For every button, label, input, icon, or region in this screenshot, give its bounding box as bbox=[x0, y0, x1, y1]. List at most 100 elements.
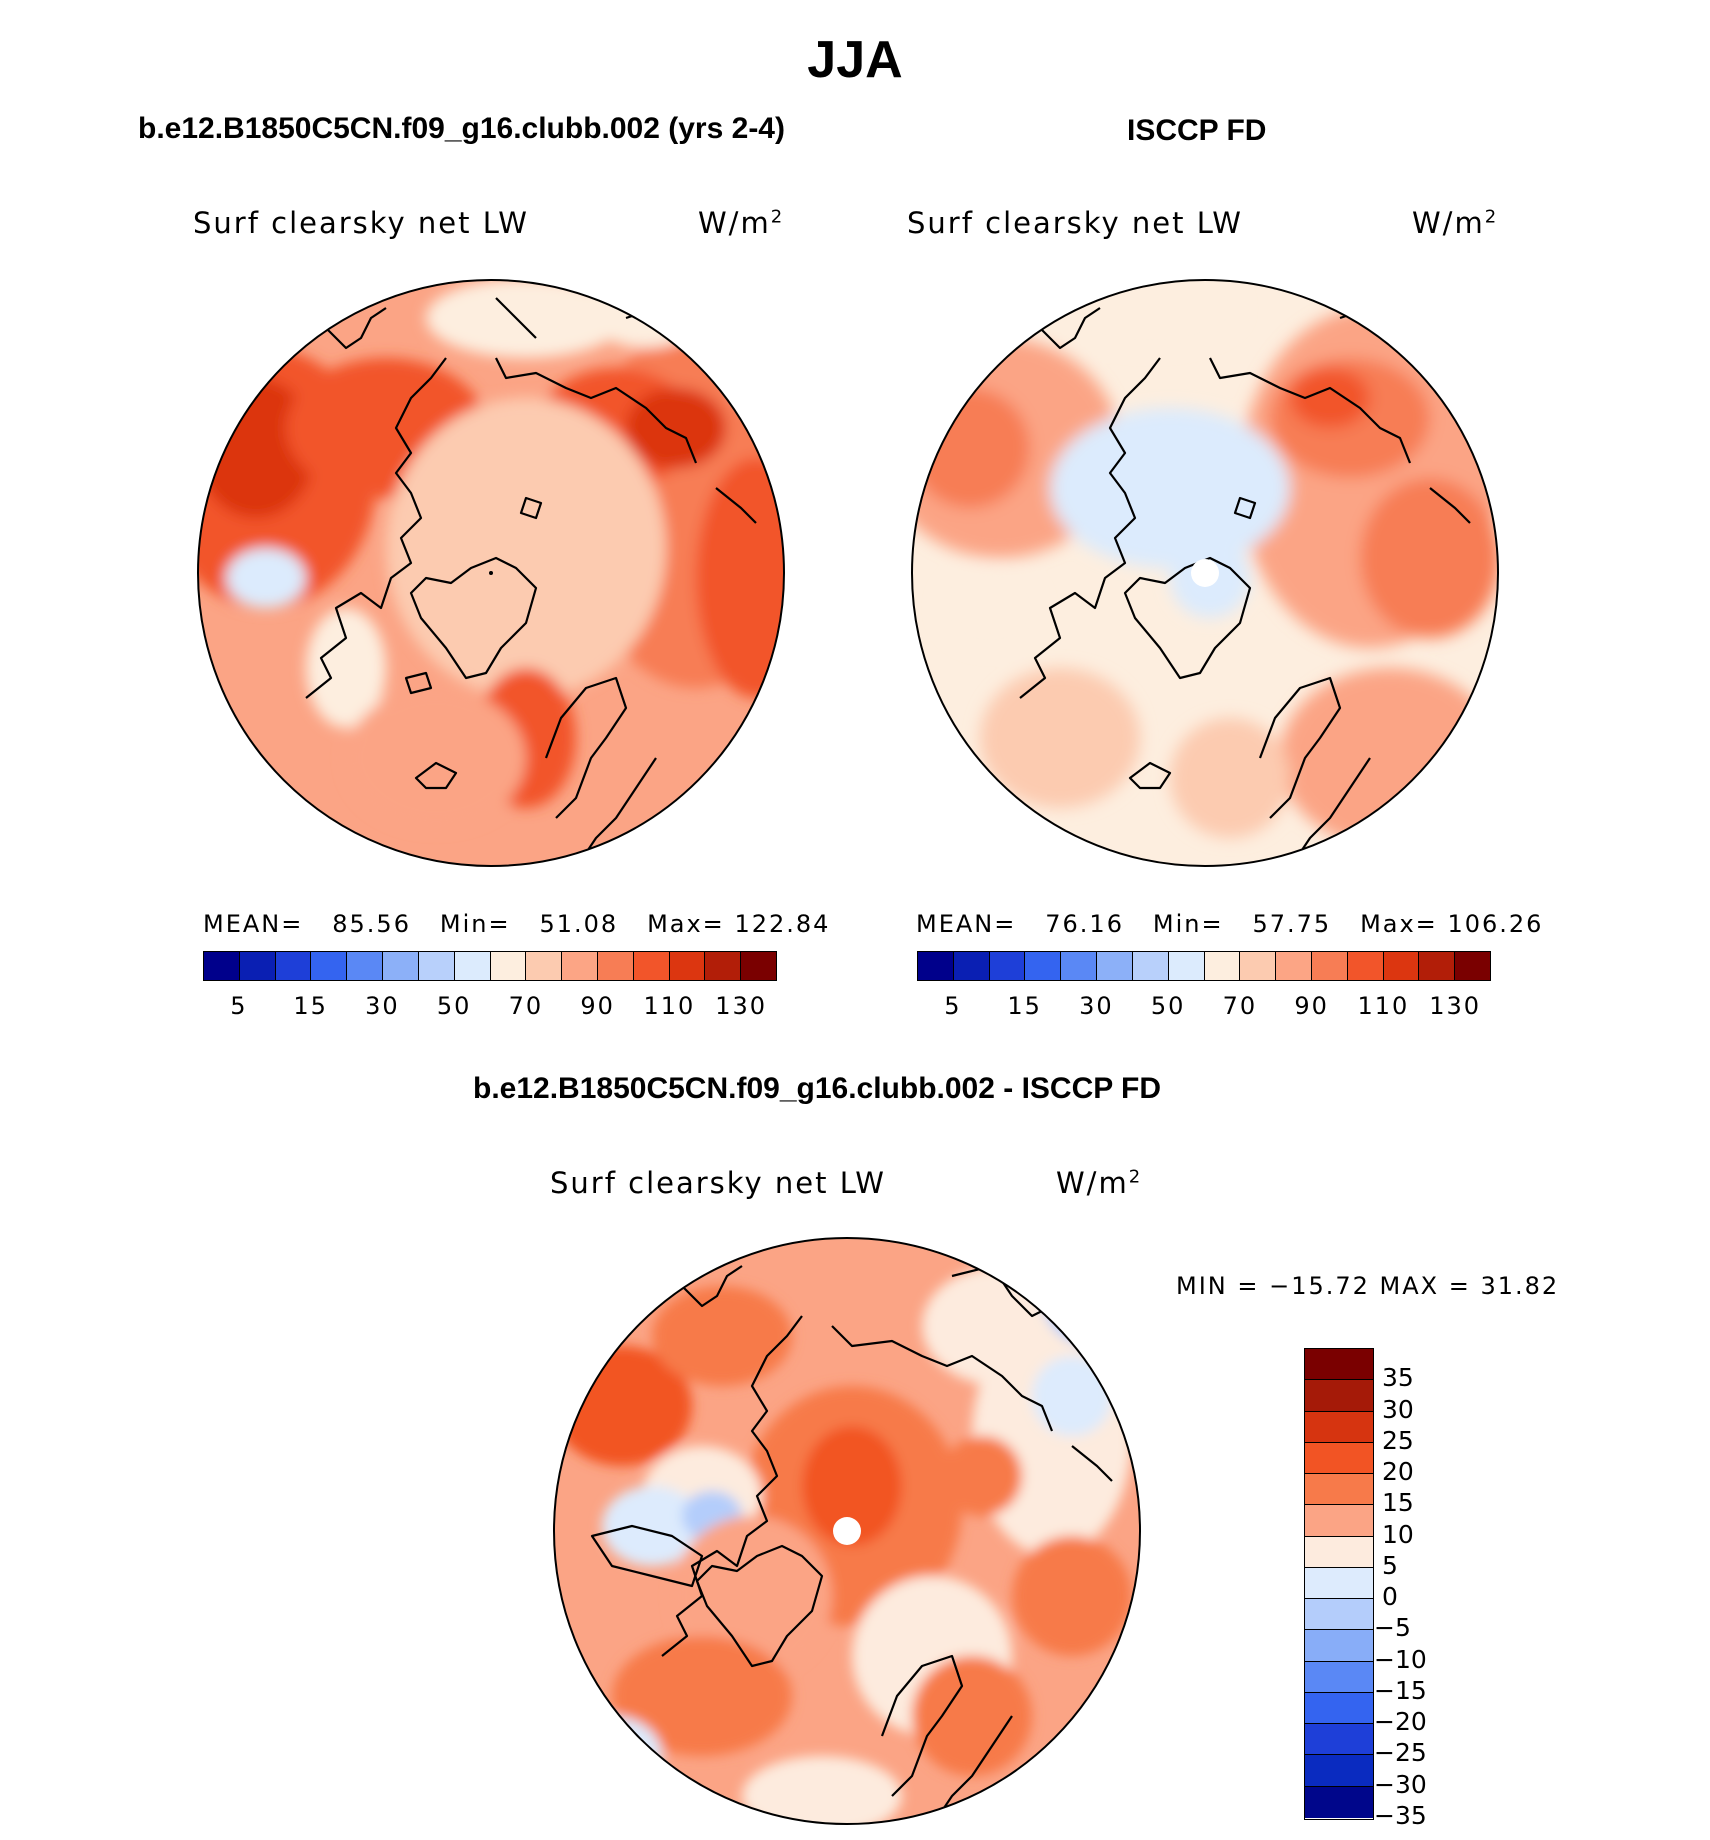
colorbar-tick-label: −20 bbox=[1374, 1707, 1427, 1737]
colorbar-tick-label: 5 bbox=[230, 992, 248, 1020]
colorbar-swatch bbox=[526, 952, 563, 980]
diff-panel-title: b.e12.B1850C5CN.f09_g16.clubb.002 - ISCC… bbox=[473, 1072, 1162, 1105]
colorbar-tick-label: 25 bbox=[1382, 1425, 1414, 1455]
colorbar-swatch bbox=[1305, 1599, 1373, 1631]
colorbar-swatch bbox=[239, 952, 276, 980]
colorbar-tick-label: 70 bbox=[508, 992, 544, 1020]
colorbar-swatch bbox=[989, 952, 1026, 980]
colorbar-swatch bbox=[1097, 952, 1133, 980]
colorbar-tick-label: 130 bbox=[1429, 992, 1482, 1020]
colorbar-swatch bbox=[1305, 1786, 1373, 1818]
colorbar-tick-label: 90 bbox=[1294, 992, 1329, 1020]
colorbar-tick-label: 0 bbox=[1382, 1582, 1398, 1612]
colorbar-swatch bbox=[1311, 952, 1348, 980]
colorbar-tick-label: 5 bbox=[944, 992, 962, 1020]
colorbar-tick-label: −10 bbox=[1374, 1644, 1427, 1674]
colorbar-tick-label: 5 bbox=[1382, 1550, 1398, 1580]
colorbar-tick-label: 10 bbox=[1382, 1519, 1414, 1549]
colorbar-swatch bbox=[1305, 1442, 1373, 1475]
colorbar-swatch bbox=[1305, 1349, 1373, 1381]
obs-colorbar bbox=[917, 951, 1491, 981]
model-panel-title: b.e12.B1850C5CN.f09_g16.clubb.002 (yrs 2… bbox=[138, 112, 785, 145]
colorbar-tick-label: −5 bbox=[1374, 1613, 1411, 1643]
colorbar-swatch bbox=[1305, 1505, 1373, 1537]
colorbar-swatch bbox=[454, 952, 491, 980]
colorbar-swatch bbox=[1025, 952, 1062, 980]
colorbar-swatch bbox=[383, 952, 419, 980]
colorbar-tick-label: 110 bbox=[643, 992, 696, 1020]
colorbar-tick-label: 15 bbox=[1007, 992, 1042, 1020]
colorbar-swatch bbox=[669, 952, 706, 980]
colorbar-tick-label: 50 bbox=[436, 992, 472, 1020]
model-variable-label: Surf clearsky net LW bbox=[193, 206, 529, 240]
diff-variable-label: Surf clearsky net LW bbox=[550, 1166, 886, 1200]
colorbar-swatch bbox=[1305, 1474, 1373, 1506]
colorbar-swatch bbox=[204, 952, 240, 980]
colorbar-tick-label: 50 bbox=[1150, 992, 1186, 1020]
diff-colorbar bbox=[1304, 1348, 1374, 1820]
colorbar-tick-label: −30 bbox=[1374, 1769, 1427, 1799]
colorbar-swatch bbox=[918, 952, 954, 980]
colorbar-tick-label: 20 bbox=[1382, 1457, 1414, 1487]
colorbar-swatch bbox=[1305, 1536, 1373, 1568]
colorbar-swatch bbox=[705, 952, 742, 980]
colorbar-tick-label: −15 bbox=[1374, 1675, 1427, 1705]
colorbar-swatch bbox=[490, 952, 527, 980]
colorbar-tick-label: 130 bbox=[715, 992, 768, 1020]
colorbar-tick-label: 30 bbox=[365, 992, 400, 1020]
colorbar-tick-label: 30 bbox=[1382, 1394, 1414, 1424]
colorbar-swatch bbox=[741, 952, 776, 980]
colorbar-swatch bbox=[597, 952, 634, 980]
model-stats: MEAN= 85.56 Min= 51.08 Max= 122.84 bbox=[203, 910, 831, 938]
obs-stats: MEAN= 76.16 Min= 57.75 Max= 106.26 bbox=[916, 910, 1544, 938]
colorbar-swatch bbox=[1305, 1661, 1373, 1693]
colorbar-swatch bbox=[633, 952, 670, 980]
colorbar-swatch bbox=[275, 952, 312, 980]
colorbar-swatch bbox=[562, 952, 598, 980]
model-colorbar-ticks: 5 15 30 50 70 90 110 130 bbox=[203, 992, 777, 1022]
colorbar-swatch bbox=[1276, 952, 1312, 980]
colorbar-swatch bbox=[1305, 1692, 1373, 1725]
model-units-label: W/m2 bbox=[698, 206, 785, 240]
diff-units-label: W/m2 bbox=[1056, 1166, 1143, 1200]
colorbar-tick-label: −25 bbox=[1374, 1738, 1427, 1768]
diff-minmax: MIN = −15.72 MAX = 31.82 bbox=[1176, 1272, 1560, 1300]
diff-colorbar-ticks: 35 30 25 20 15 10 5 0 −5 −10 −15 −20 −25 −30 −35 bbox=[1374, 1348, 1462, 1830]
colorbar-swatch bbox=[1305, 1724, 1373, 1756]
colorbar-swatch bbox=[1455, 952, 1490, 980]
colorbar-swatch bbox=[953, 952, 990, 980]
diff-polar-map bbox=[553, 1237, 1141, 1825]
colorbar-tick-label: 90 bbox=[580, 992, 615, 1020]
colorbar-swatch bbox=[1061, 952, 1098, 980]
colorbar-tick-label: 35 bbox=[1382, 1363, 1414, 1393]
colorbar-tick-label: 15 bbox=[293, 992, 328, 1020]
obs-units-label: W/m2 bbox=[1412, 206, 1499, 240]
colorbar-tick-label: 15 bbox=[1382, 1488, 1414, 1518]
colorbar-swatch bbox=[1168, 952, 1205, 980]
colorbar-swatch bbox=[418, 952, 455, 980]
colorbar-swatch bbox=[1240, 952, 1277, 980]
colorbar-tick-label: 70 bbox=[1222, 992, 1258, 1020]
obs-polar-map bbox=[911, 279, 1499, 867]
obs-variable-label: Surf clearsky net LW bbox=[907, 206, 1243, 240]
colorbar-swatch bbox=[1132, 952, 1169, 980]
colorbar-swatch bbox=[1305, 1567, 1373, 1600]
model-colorbar bbox=[203, 951, 777, 981]
obs-colorbar-ticks: 5 15 30 50 70 90 110 130 bbox=[917, 992, 1491, 1022]
colorbar-swatch bbox=[1347, 952, 1384, 980]
colorbar-swatch bbox=[1419, 952, 1456, 980]
main-title: JJA bbox=[807, 31, 903, 89]
colorbar-swatch bbox=[1305, 1380, 1373, 1412]
colorbar-swatch bbox=[1204, 952, 1241, 980]
colorbar-tick-label: 110 bbox=[1357, 992, 1410, 1020]
colorbar-swatch bbox=[1305, 1755, 1373, 1787]
obs-panel-title: ISCCP FD bbox=[1127, 114, 1267, 147]
model-polar-map bbox=[197, 279, 785, 867]
colorbar-tick-label: −35 bbox=[1374, 1801, 1427, 1830]
colorbar-swatch bbox=[1383, 952, 1420, 980]
colorbar-swatch bbox=[347, 952, 384, 980]
colorbar-swatch bbox=[1305, 1630, 1373, 1662]
colorbar-swatch bbox=[311, 952, 348, 980]
colorbar-tick-label: 30 bbox=[1079, 992, 1114, 1020]
colorbar-swatch bbox=[1305, 1411, 1373, 1443]
